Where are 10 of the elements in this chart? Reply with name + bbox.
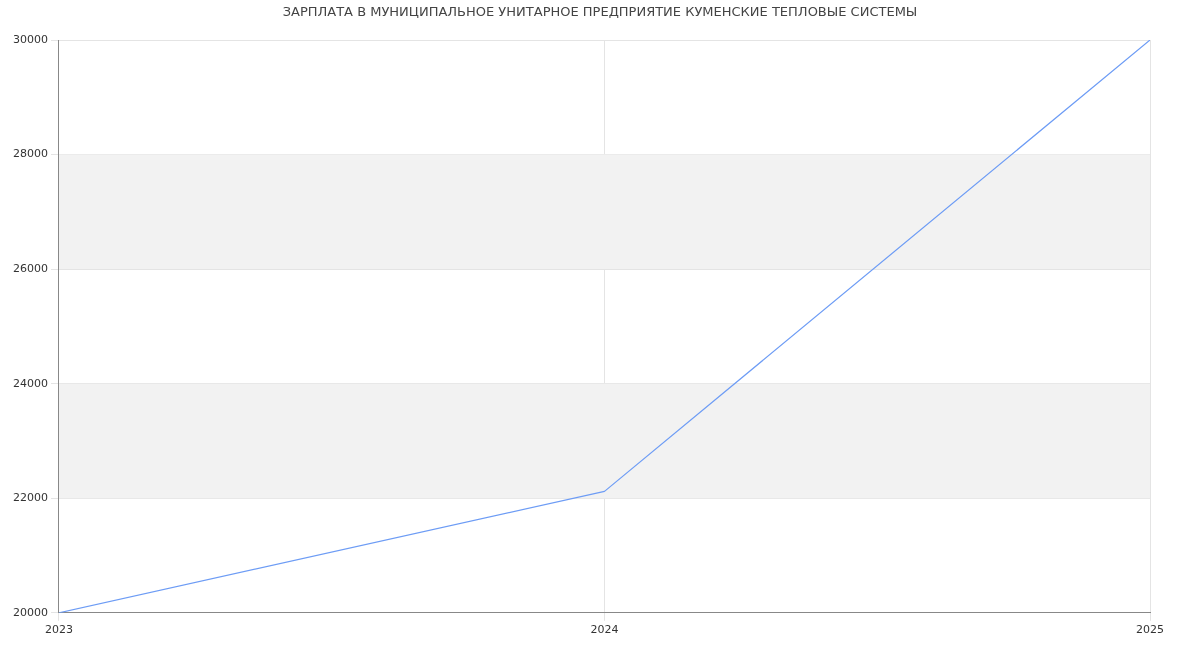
chart-title: ЗАРПЛАТА В МУНИЦИПАЛЬНОЕ УНИТАРНОЕ ПРЕДПРИЯТИЕ КУМЕНСКИЕ ТЕПЛОВЫЕ СИСТЕМЫ [281,4,919,19]
y-tick-label: 30000 [12,32,48,46]
y-tick-label: 20000 [12,605,48,619]
y-tick-label: 28000 [12,147,48,161]
x-tick-label: 2023 [44,623,73,637]
x-tick-label: 2024 [590,623,619,637]
y-tick-label: 26000 [12,261,48,275]
y-tick-label: 24000 [12,376,48,390]
y-tick-label: 22000 [12,491,48,505]
x-tick-label: 2025 [1136,623,1164,637]
